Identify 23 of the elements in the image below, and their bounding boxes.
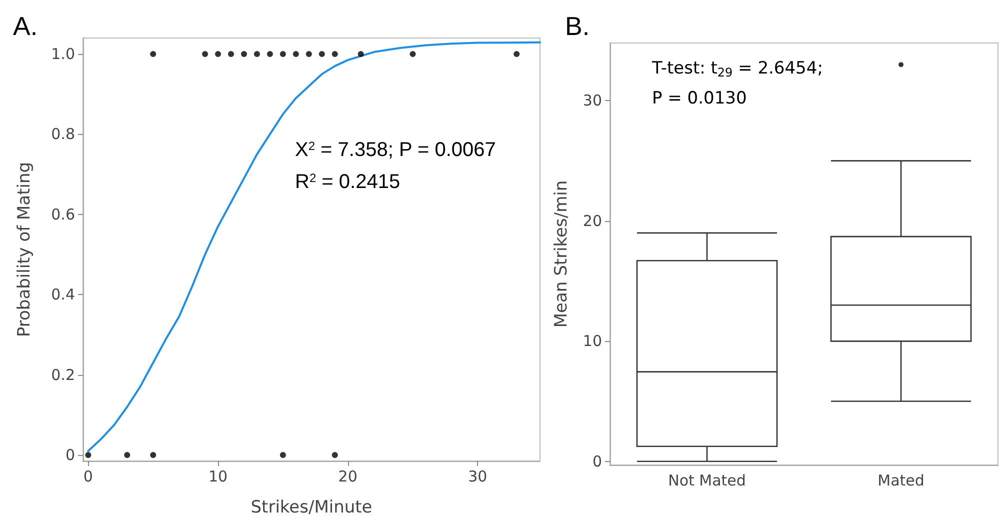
x-tick-label: 0 [83,468,93,486]
y-tick-label: 0.6 [51,205,75,224]
line-series [87,41,541,452]
annotation: P = 0.0130 [652,88,747,108]
y-tick-label: 20 [582,212,602,230]
y-tick-label: 0.2 [51,366,75,384]
y-tick-label: 30 [582,92,602,110]
x-tick-label: Not Mated [668,472,746,490]
y-axis-title: Probability of Mating [14,162,34,338]
chart-title: B. [565,11,590,41]
y-tick-label: 10 [582,332,602,350]
y-axis-title: Mean Strikes/min [552,180,572,328]
y-tick-label: 0.8 [51,125,75,144]
y-tick-label: 0 [592,452,602,470]
x-tick-label: Mated [878,472,924,490]
x-tick-label: 30 [468,468,488,486]
x-tick-label: 10 [208,468,228,486]
y-tick-label: 0 [65,446,75,464]
chart-title: A. [13,11,38,41]
x-tick-label: 20 [338,468,358,486]
y-tick-label: 0.4 [51,286,75,304]
y-tick-label: 1.0 [51,45,75,64]
x-axis-title: Strikes/Minute [250,498,372,518]
